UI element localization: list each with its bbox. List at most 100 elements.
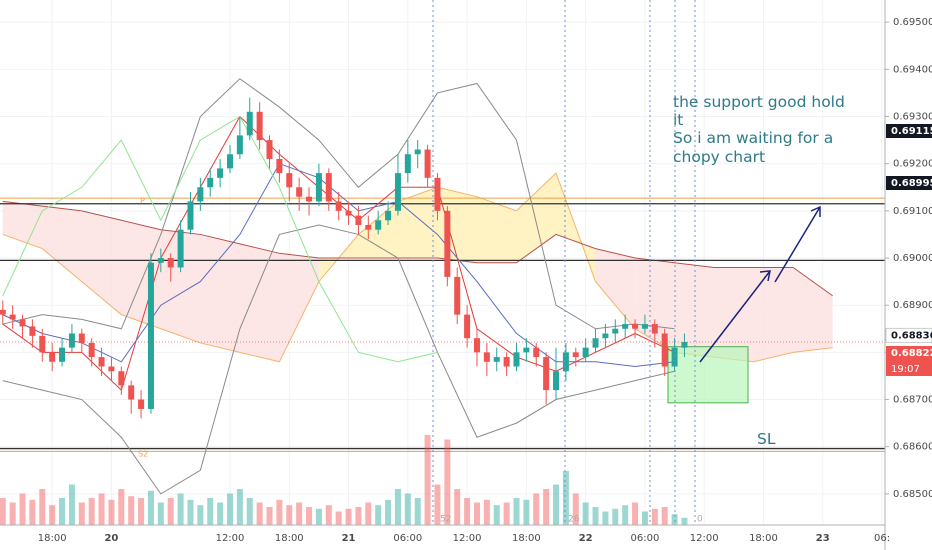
volume-bar [217, 502, 224, 525]
volume-bar [138, 498, 145, 525]
candle-body [493, 357, 500, 362]
y-tick-label: 0.69400 [893, 64, 932, 75]
cloud-fill [753, 267, 794, 362]
volume-bar [9, 502, 16, 525]
x-tick-label: 20 [104, 533, 118, 544]
candle-body [276, 158, 283, 174]
x-tick-label: 06:00 [393, 533, 422, 544]
candle-body [138, 399, 145, 409]
volume-bar [612, 508, 619, 525]
cloud-fill [42, 206, 82, 282]
cloud-fill [793, 267, 833, 353]
cloud-fill [200, 234, 240, 353]
volume-bar [306, 507, 313, 525]
cloud-fill [595, 248, 636, 329]
candle-body [197, 187, 204, 202]
x-tick-label: 18:00 [275, 533, 304, 544]
candle-body [306, 196, 313, 202]
volume-bar [177, 493, 184, 525]
candle-body [444, 210, 451, 277]
volume-bar [632, 502, 639, 525]
candle-body [681, 341, 688, 348]
candle-body [464, 314, 471, 339]
volume-bar [147, 490, 154, 525]
volume-bar [315, 508, 322, 525]
axis-marker: 52 [440, 515, 451, 525]
sl-label: SL [757, 430, 776, 448]
volume-bar [88, 498, 95, 525]
candle-body [187, 201, 194, 230]
x-tick-label: 21 [342, 533, 356, 544]
volume-bar [424, 435, 431, 525]
annotation: chopy chart [673, 148, 765, 166]
price-marker-label: 0.68836 [891, 330, 932, 341]
candle-body [404, 154, 411, 174]
x-tick-label: 12:00 [690, 533, 719, 544]
x-tick-label: 18:00 [512, 533, 541, 544]
y-tick-label: 0.69500 [893, 17, 932, 28]
candle-body [59, 347, 66, 362]
candle-body [434, 177, 441, 211]
x-tick-label: 18:00 [38, 533, 67, 544]
candle-body [296, 187, 303, 197]
last-price-label: 0.68822 [891, 348, 932, 359]
volume-bar [671, 514, 678, 525]
volume-bar [661, 507, 668, 525]
volume-bar [414, 498, 421, 525]
volume-bar [493, 505, 500, 525]
volume-bar [39, 489, 46, 525]
candle-body [29, 326, 36, 336]
y-tick-label: 0.68700 [893, 395, 932, 406]
volume-bar [454, 489, 461, 525]
volume-bar [197, 505, 204, 525]
candle-body [622, 324, 629, 329]
volume-bar [19, 493, 26, 525]
x-tick-label: 06:00 [631, 533, 660, 544]
annotation: So i am waiting for a [673, 129, 833, 147]
volume-bar [543, 489, 550, 525]
candle-body [572, 352, 579, 358]
arrow-head [759, 270, 771, 282]
candle-body [483, 352, 490, 362]
level-label: 0.68995 [891, 178, 932, 189]
cloud-fill [476, 196, 517, 263]
x-tick-label: 12:00 [453, 533, 482, 544]
volume-bar [651, 508, 658, 525]
candle-body [523, 347, 530, 353]
volume-bar [365, 502, 372, 525]
indicator-line [2, 115, 438, 363]
candle-body [513, 352, 520, 367]
cloud-fill [516, 173, 557, 263]
candle-body [147, 262, 154, 409]
candle-body [108, 366, 115, 372]
candle-body [632, 324, 639, 329]
volume-bar [464, 498, 471, 525]
candle-body [49, 352, 56, 362]
volume-bar [207, 498, 214, 525]
target-box [667, 346, 749, 404]
plot [0, 0, 885, 525]
candle-body [641, 324, 648, 329]
volume-bar [226, 493, 233, 525]
volume-bar [355, 507, 362, 525]
candle-body [157, 258, 164, 263]
candle-body [207, 177, 214, 188]
volume-bar [592, 507, 599, 525]
candle-body [612, 328, 619, 334]
candle-body [246, 111, 253, 136]
cloud-span-b [2, 200, 833, 297]
cloud-fill [674, 262, 715, 358]
candle-body [19, 319, 26, 327]
volume-bar [394, 489, 401, 525]
candle-body [414, 149, 421, 155]
volume-bar [236, 489, 243, 525]
indicator-line [2, 78, 675, 330]
volume-bar [118, 489, 125, 525]
y-tick-label: 0.68500 [893, 489, 932, 500]
volume-bar [385, 499, 392, 525]
candle-body [553, 371, 560, 391]
candle-body [473, 338, 480, 353]
volume-bar [286, 505, 293, 525]
cloud-fill [239, 243, 280, 362]
